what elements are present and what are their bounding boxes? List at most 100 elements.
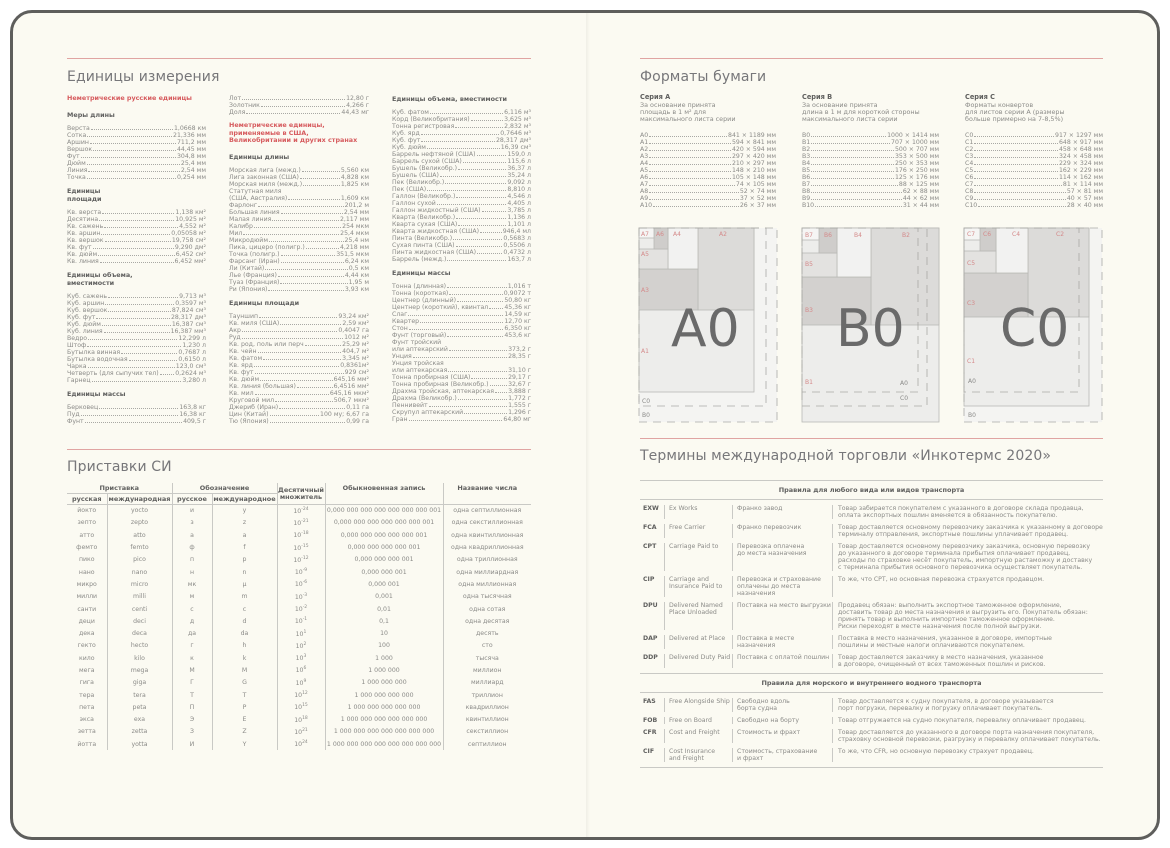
list-item: Пика, цицеро (полигр.) 4,218 мм (229, 244, 369, 251)
item-name: A2 (640, 145, 649, 153)
term-code: CFR (643, 729, 657, 736)
ordinary-notation: 0,000 000 000 001 (324, 553, 443, 566)
item-name: или аптекарская (392, 367, 448, 374)
list-item: Лот 12,80 г (229, 95, 369, 102)
ordinary-notation: 1 000 000 000 000 000 000 (324, 713, 443, 726)
item-value: 250 × 353 мм (894, 159, 939, 167)
item-value: 420 × 594 мм (731, 145, 776, 153)
item-value: 40 × 57 мм (1066, 194, 1103, 202)
list-item: C0 917 × 1297 мм (965, 132, 1103, 139)
list-item: Тауншип 93,24 км² (229, 313, 369, 320)
list-item: Статутная миля (229, 188, 369, 195)
list-item: Джериб (Иран) 0,11 га (229, 404, 369, 411)
format-label: A6 (656, 231, 664, 238)
list-item: Кв. вершок 19,758 см² (67, 237, 206, 244)
ordinary-notation: 0,000 000 000 000 000 000 000 001 (324, 504, 443, 517)
prefix-ru: нано (78, 568, 95, 576)
symbol-ru: и (171, 504, 212, 517)
list-item: Гран 64,80 мг (392, 416, 531, 423)
item-value: 64,80 мг (503, 416, 531, 423)
list-item: Галлон жидкостный (США) 3,785 л (392, 207, 531, 214)
item-value: 3,888 г (508, 388, 531, 395)
list-item: Кв. фут 929 см² (229, 369, 369, 376)
prefix-intl: yotta (106, 738, 172, 751)
item-name: Фут (67, 152, 80, 160)
number-name: миллиард (442, 676, 531, 689)
item-name: Кварта жидкостная (США) (392, 228, 480, 235)
dot-leader (477, 253, 503, 254)
item-value: 10,925 м² (175, 215, 206, 223)
item-value: 36,37 л (507, 165, 531, 172)
dot-leader (305, 247, 339, 249)
format-label: C4 (1012, 231, 1020, 238)
item-name: Тонна (длинная) (392, 283, 447, 290)
dot-leader (257, 351, 342, 353)
subsection-heading: Меры длины (67, 110, 115, 119)
list-item: C7 81 × 114 мм (965, 181, 1103, 188)
exponent: 12 (302, 691, 308, 697)
sheet-2 (697, 227, 755, 311)
item-name: Куб. фут (67, 313, 96, 321)
dot-leader (280, 323, 342, 325)
sheet-3 (963, 272, 1029, 318)
item-value: 2,54 мм (343, 208, 369, 216)
item-name: Баррель (межд.) (392, 256, 447, 263)
item-value: 93,24 км² (338, 312, 369, 320)
exponent: -21 (301, 518, 309, 524)
dot-leader (279, 407, 346, 409)
item-name: Бутылка винная (67, 348, 121, 356)
dot-leader (811, 163, 894, 165)
term-code: FAS (643, 698, 656, 705)
item-name: C8 (965, 187, 974, 195)
list-item: Пек (Великобр.) 9,092 л (392, 179, 531, 186)
format-label: C0 (900, 395, 908, 402)
item-name: Унция (392, 353, 412, 360)
dot-leader (811, 156, 894, 158)
dot-leader (811, 170, 894, 172)
item-name: Драхма (Великобр.) (392, 395, 457, 402)
item-name: B7 (802, 180, 811, 188)
dot-leader (649, 170, 731, 172)
dot-leader (102, 212, 175, 214)
item-name: Бутылка водочная (67, 355, 128, 363)
dot-leader (974, 198, 1066, 200)
section-heading: Неметрические единицы, применяемые в США… (229, 121, 358, 144)
symbol-intl: m (211, 590, 277, 603)
symbol-intl: k (211, 652, 277, 665)
subsection-heading: Единицы массы (67, 389, 126, 398)
term-russian: Свободно вдоль борта судна (732, 698, 832, 712)
list-item: Пинта (Великобр.) 0,5683 л (392, 235, 531, 242)
unit-group: Тауншип 93,24 км² Кв. миля (США) 2,59 км² Ак… (229, 313, 369, 425)
dot-leader (260, 379, 333, 381)
list-item: Дюйм 25,4 мм (67, 160, 206, 167)
list-item: B9 44 × 62 мм (802, 195, 939, 202)
dot-leader (86, 177, 176, 179)
list-item: Лига законная (США) 4,828 км (229, 174, 369, 181)
list-item: Куб. аршин 0,3597 м³ (67, 300, 206, 307)
item-name: Точка (полигр.) (229, 250, 280, 258)
dot-leader (811, 142, 891, 144)
item-value: 3,280 л (182, 376, 206, 384)
symbol-ru: п (171, 553, 212, 566)
sheet-6 (818, 227, 838, 254)
symbol-intl: h (211, 639, 277, 653)
dot-leader (649, 163, 731, 165)
item-name: Берковец (67, 403, 99, 411)
list-item: Куб. фут 28,317 дм³ (67, 314, 206, 321)
dot-leader (445, 183, 507, 184)
list-item: Берковец 163,8 кг (67, 404, 206, 411)
item-value: 52 × 74 мм (739, 187, 776, 195)
list-item: B2 500 × 707 мм (802, 146, 939, 153)
symbol-ru: а (171, 529, 212, 542)
term-russian: Поставка на место выгрузки (732, 602, 832, 630)
list-item: C3 324 × 458 мм (965, 153, 1103, 160)
item-value: 324 × 458 мм (1058, 152, 1103, 160)
term-english: Free Alongside Ship (664, 698, 732, 712)
item-name: Тонна регистровая (392, 123, 455, 130)
item-value: 1012 м² (344, 333, 369, 341)
item-name: Кв. ярд (229, 361, 253, 369)
exponent: 3 (303, 654, 307, 660)
dot-leader (974, 184, 1062, 186)
dot-leader (494, 392, 508, 393)
list-item: Большая линия 2,54 мм (229, 209, 369, 216)
